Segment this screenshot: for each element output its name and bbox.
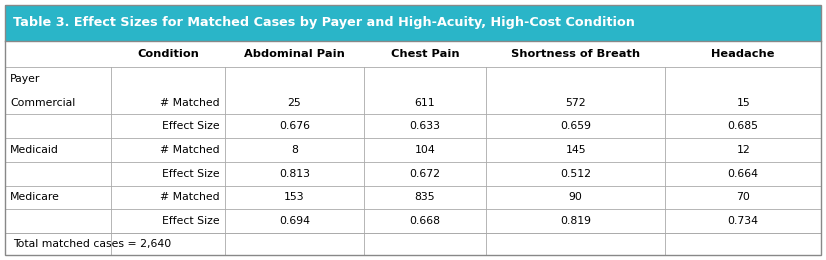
Text: Medicaid: Medicaid [10,145,59,155]
Text: 0.633: 0.633 [410,121,440,131]
Bar [5,233,821,255]
Bar [5,138,821,162]
Text: Shortness of Breath: Shortness of Breath [511,49,640,59]
Bar [5,67,821,91]
Text: # Matched: # Matched [160,98,220,108]
Text: 0.668: 0.668 [410,216,440,226]
Bar [5,114,821,138]
Text: Medicare: Medicare [10,192,59,203]
Bar [5,209,821,233]
Text: 25: 25 [287,98,301,108]
Text: Headache: Headache [711,49,775,59]
Text: 145: 145 [565,145,586,155]
Text: 8: 8 [291,145,298,155]
Text: 0.819: 0.819 [560,216,591,226]
Text: 15: 15 [736,98,750,108]
Text: 70: 70 [736,192,750,203]
Text: 0.512: 0.512 [560,169,591,179]
Text: 0.672: 0.672 [410,169,440,179]
Text: 104: 104 [415,145,435,155]
Text: 0.734: 0.734 [728,216,758,226]
Text: 0.694: 0.694 [279,216,310,226]
Text: Total matched cases = 2,640: Total matched cases = 2,640 [13,239,171,249]
Text: 12: 12 [736,145,750,155]
Text: # Matched: # Matched [160,145,220,155]
Text: Condition: Condition [137,49,199,59]
Bar [5,91,821,114]
Bar [5,5,821,41]
Text: Effect Size: Effect Size [163,169,220,179]
Text: 835: 835 [415,192,435,203]
Text: 0.813: 0.813 [279,169,310,179]
Text: Effect Size: Effect Size [163,216,220,226]
Text: 0.664: 0.664 [728,169,758,179]
Text: 0.659: 0.659 [560,121,591,131]
Text: Table 3. Effect Sizes for Matched Cases by Payer and High-Acuity, High-Cost Cond: Table 3. Effect Sizes for Matched Cases … [13,16,635,29]
Text: Payer: Payer [10,74,40,84]
Text: 153: 153 [284,192,305,203]
Text: Commercial: Commercial [10,98,75,108]
Bar [5,162,821,186]
Bar [5,41,821,67]
Bar [5,186,821,209]
Text: 90: 90 [568,192,582,203]
Text: Effect Size: Effect Size [163,121,220,131]
Text: Abdominal Pain: Abdominal Pain [244,49,345,59]
Text: # Matched: # Matched [160,192,220,203]
Text: 0.676: 0.676 [279,121,310,131]
Text: 572: 572 [565,98,586,108]
Text: 611: 611 [415,98,435,108]
Text: Chest Pain: Chest Pain [391,49,459,59]
Text: 0.685: 0.685 [728,121,758,131]
